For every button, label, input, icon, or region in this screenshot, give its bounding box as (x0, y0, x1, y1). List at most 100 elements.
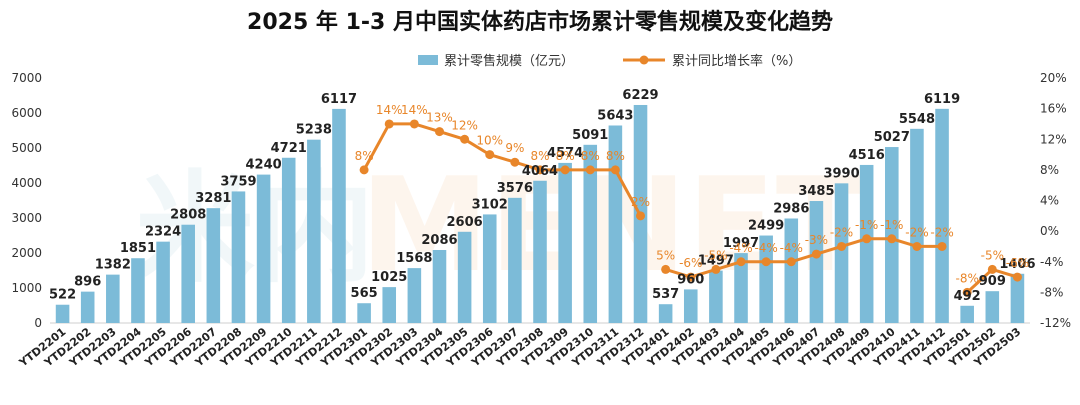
bar-value-label: 3485 (798, 184, 834, 199)
growth-value-label: -3% (805, 233, 828, 247)
bar (357, 303, 371, 323)
bar (809, 201, 824, 323)
growth-point (585, 165, 595, 175)
y-left-tick-label: 7000 (11, 71, 42, 85)
bar-value-label: 1382 (95, 258, 131, 273)
growth-value-label: 13% (426, 111, 453, 125)
bar (784, 218, 799, 323)
bar-value-label: 1997 (723, 236, 759, 251)
growth-point (560, 165, 570, 175)
growth-value-label: 14% (401, 103, 428, 117)
bar-series (55, 104, 1025, 324)
bar (281, 157, 296, 323)
growth-point (434, 127, 444, 137)
growth-point (535, 165, 545, 175)
bar (382, 287, 397, 323)
bar (131, 258, 145, 323)
growth-value-label: 2% (631, 195, 650, 209)
growth-value-label: -5% (981, 248, 1004, 262)
growth-value-label: 8% (530, 149, 549, 163)
growth-value-label: -2% (905, 225, 928, 239)
growth-value-label: -2% (930, 225, 953, 239)
growth-value-label: 10% (476, 134, 503, 148)
bar-value-label: 565 (351, 286, 378, 301)
bar-value-label: 1851 (120, 241, 156, 256)
growth-point (384, 119, 394, 129)
bar (508, 197, 522, 323)
growth-value-label: 8% (581, 149, 600, 163)
bar-value-label: 5643 (597, 108, 633, 123)
growth-point (786, 257, 796, 267)
line-series (359, 119, 1022, 297)
y-left-tick-label: 4000 (11, 176, 42, 190)
growth-value-label: -2% (830, 225, 853, 239)
bar-value-label: 960 (677, 272, 704, 287)
bar-value-label: 4721 (271, 141, 307, 156)
bar (457, 231, 472, 323)
bar-value-label: 4574 (547, 146, 583, 161)
growth-point (811, 249, 821, 259)
growth-value-label: -4% (780, 241, 803, 255)
growth-value-label: -4% (754, 241, 777, 255)
growth-point (686, 272, 696, 282)
bar (106, 274, 120, 323)
growth-point (887, 234, 897, 244)
chart-title: 2025 年 1-3 月中国实体药店市场累计零售规模及变化趋势 (247, 10, 833, 35)
bar (256, 174, 271, 323)
bar (80, 291, 95, 323)
bar-value-label: 1025 (371, 270, 407, 285)
bar-value-label: 537 (652, 287, 679, 302)
bar (834, 183, 849, 323)
bar (985, 291, 1000, 323)
bar (935, 108, 949, 324)
growth-point (837, 241, 847, 251)
y-left-tick-label: 6000 (11, 106, 42, 120)
bar (960, 305, 974, 323)
bar-value-label: 5238 (296, 123, 332, 138)
y-left-tick-label: 2000 (11, 246, 42, 260)
growth-point (610, 165, 620, 175)
y-right-tick-label: -4% (1040, 255, 1063, 269)
y-right-tick-label: 8% (1040, 163, 1059, 177)
bar-value-label: 6229 (622, 88, 658, 103)
growth-value-label: 9% (505, 141, 524, 155)
bar-value-label: 896 (74, 275, 101, 290)
y-left-tick-label: 1000 (11, 281, 42, 295)
bar-value-label: 3102 (472, 197, 508, 212)
y-right-tick-label: -12% (1040, 316, 1071, 330)
growth-value-label: 12% (451, 118, 478, 132)
growth-value-label: -8% (955, 271, 978, 285)
bar (482, 214, 497, 323)
bar (759, 235, 773, 323)
bar (734, 253, 748, 323)
growth-point (661, 264, 671, 274)
growth-value-label: -4% (729, 241, 752, 255)
legend-bar-swatch (418, 55, 438, 65)
growth-point (761, 257, 771, 267)
y-right-tick-label: 12% (1040, 132, 1067, 146)
bar (859, 164, 874, 323)
growth-point (1012, 272, 1022, 282)
bar-value-label: 2324 (145, 225, 181, 240)
bar (206, 208, 221, 323)
bar (432, 249, 447, 323)
growth-value-label: 8% (606, 149, 625, 163)
legend[interactable]: 累计零售规模（亿元） 累计同比增长率（%） (418, 53, 801, 69)
bar-value-label: 2808 (170, 208, 206, 223)
growth-point (987, 264, 997, 274)
bar-value-label: 2499 (748, 219, 784, 234)
bar-value-label: 3281 (195, 191, 231, 206)
bar-value-label: 2606 (447, 215, 483, 230)
bar (231, 191, 246, 323)
growth-point (937, 241, 947, 251)
y-right-tick-label: -8% (1040, 285, 1063, 299)
bar-value-label: 5091 (572, 128, 608, 143)
growth-point (359, 165, 369, 175)
bar (55, 304, 70, 323)
growth-value-label: 8% (556, 149, 575, 163)
bar-value-label: 3759 (220, 174, 256, 189)
bar-value-label: 1497 (698, 254, 734, 269)
growth-value-label: -6% (1006, 256, 1029, 270)
